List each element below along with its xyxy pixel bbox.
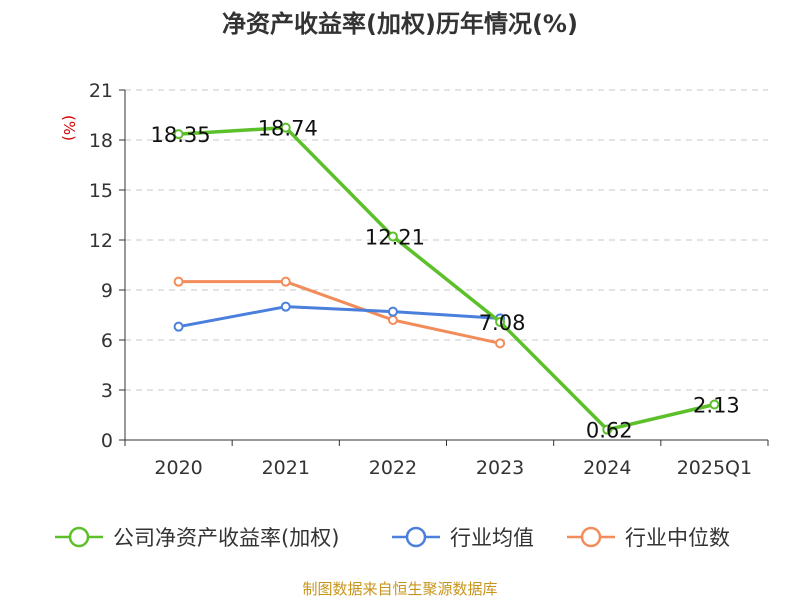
data-label: 7.08 — [479, 311, 526, 335]
data-labels: 18.35 18.74 12.21 7.08 0.62 2.13 — [151, 117, 740, 443]
y-tick-label: 21 — [89, 80, 113, 102]
y-tick-label: 6 — [101, 330, 113, 352]
y-tick-label: 3 — [101, 380, 113, 402]
y-tick-label: 12 — [89, 230, 113, 252]
data-label: 18.74 — [258, 117, 318, 141]
x-tick-label: 2024 — [583, 457, 631, 479]
y-tick-label: 18 — [89, 130, 113, 152]
x-tick-label: 2023 — [476, 457, 524, 479]
data-point — [387, 306, 398, 317]
gridlines — [125, 89, 768, 391]
data-point — [709, 399, 720, 410]
data-point — [280, 301, 291, 312]
legend-label: 行业中位数 — [625, 526, 730, 550]
data-point — [280, 276, 291, 287]
y-unit-label: (%) — [60, 115, 78, 141]
data-point — [173, 276, 184, 287]
data-label: 12.21 — [365, 226, 425, 250]
x-tick-label: 2025Q1 — [677, 457, 752, 479]
series-line — [178, 305, 501, 329]
data-point — [387, 231, 398, 242]
data-label: 2.13 — [693, 394, 740, 418]
series-layer — [173, 122, 720, 435]
legend-marker — [68, 526, 90, 548]
series-line — [178, 280, 501, 345]
series-line — [178, 125, 715, 432]
legend: 公司净资产收益率(加权) 行业均值 行业中位数 — [55, 526, 730, 550]
data-point — [602, 424, 613, 435]
data-point — [173, 129, 184, 140]
data-point — [387, 315, 398, 325]
data-point — [173, 321, 184, 332]
x-tick-label: 2020 — [154, 457, 202, 479]
axes: 0 3 6 9 12 15 18 21 2020 2021 2022 2023 2024 2025Q1 — [89, 80, 769, 479]
data-point — [495, 317, 506, 327]
source-note: 制图数据来自恒生聚源数据库 — [302, 580, 497, 598]
x-tick-label: 2021 — [262, 457, 310, 479]
data-label: 0.62 — [586, 419, 633, 443]
chart-title: 净资产收益率(加权)历年情况(%) — [222, 10, 578, 38]
data-point — [495, 338, 506, 349]
x-tick-label: 2022 — [369, 457, 417, 479]
legend-marker — [580, 526, 602, 548]
y-tick-label: 0 — [101, 430, 113, 452]
legend-marker — [405, 526, 427, 548]
data-point — [280, 122, 291, 133]
legend-label: 公司净资产收益率(加权) — [113, 526, 339, 550]
y-tick-label: 9 — [101, 280, 113, 302]
legend-label: 行业均值 — [450, 526, 534, 550]
data-label: 18.35 — [151, 123, 211, 147]
y-tick-label: 15 — [89, 180, 113, 202]
